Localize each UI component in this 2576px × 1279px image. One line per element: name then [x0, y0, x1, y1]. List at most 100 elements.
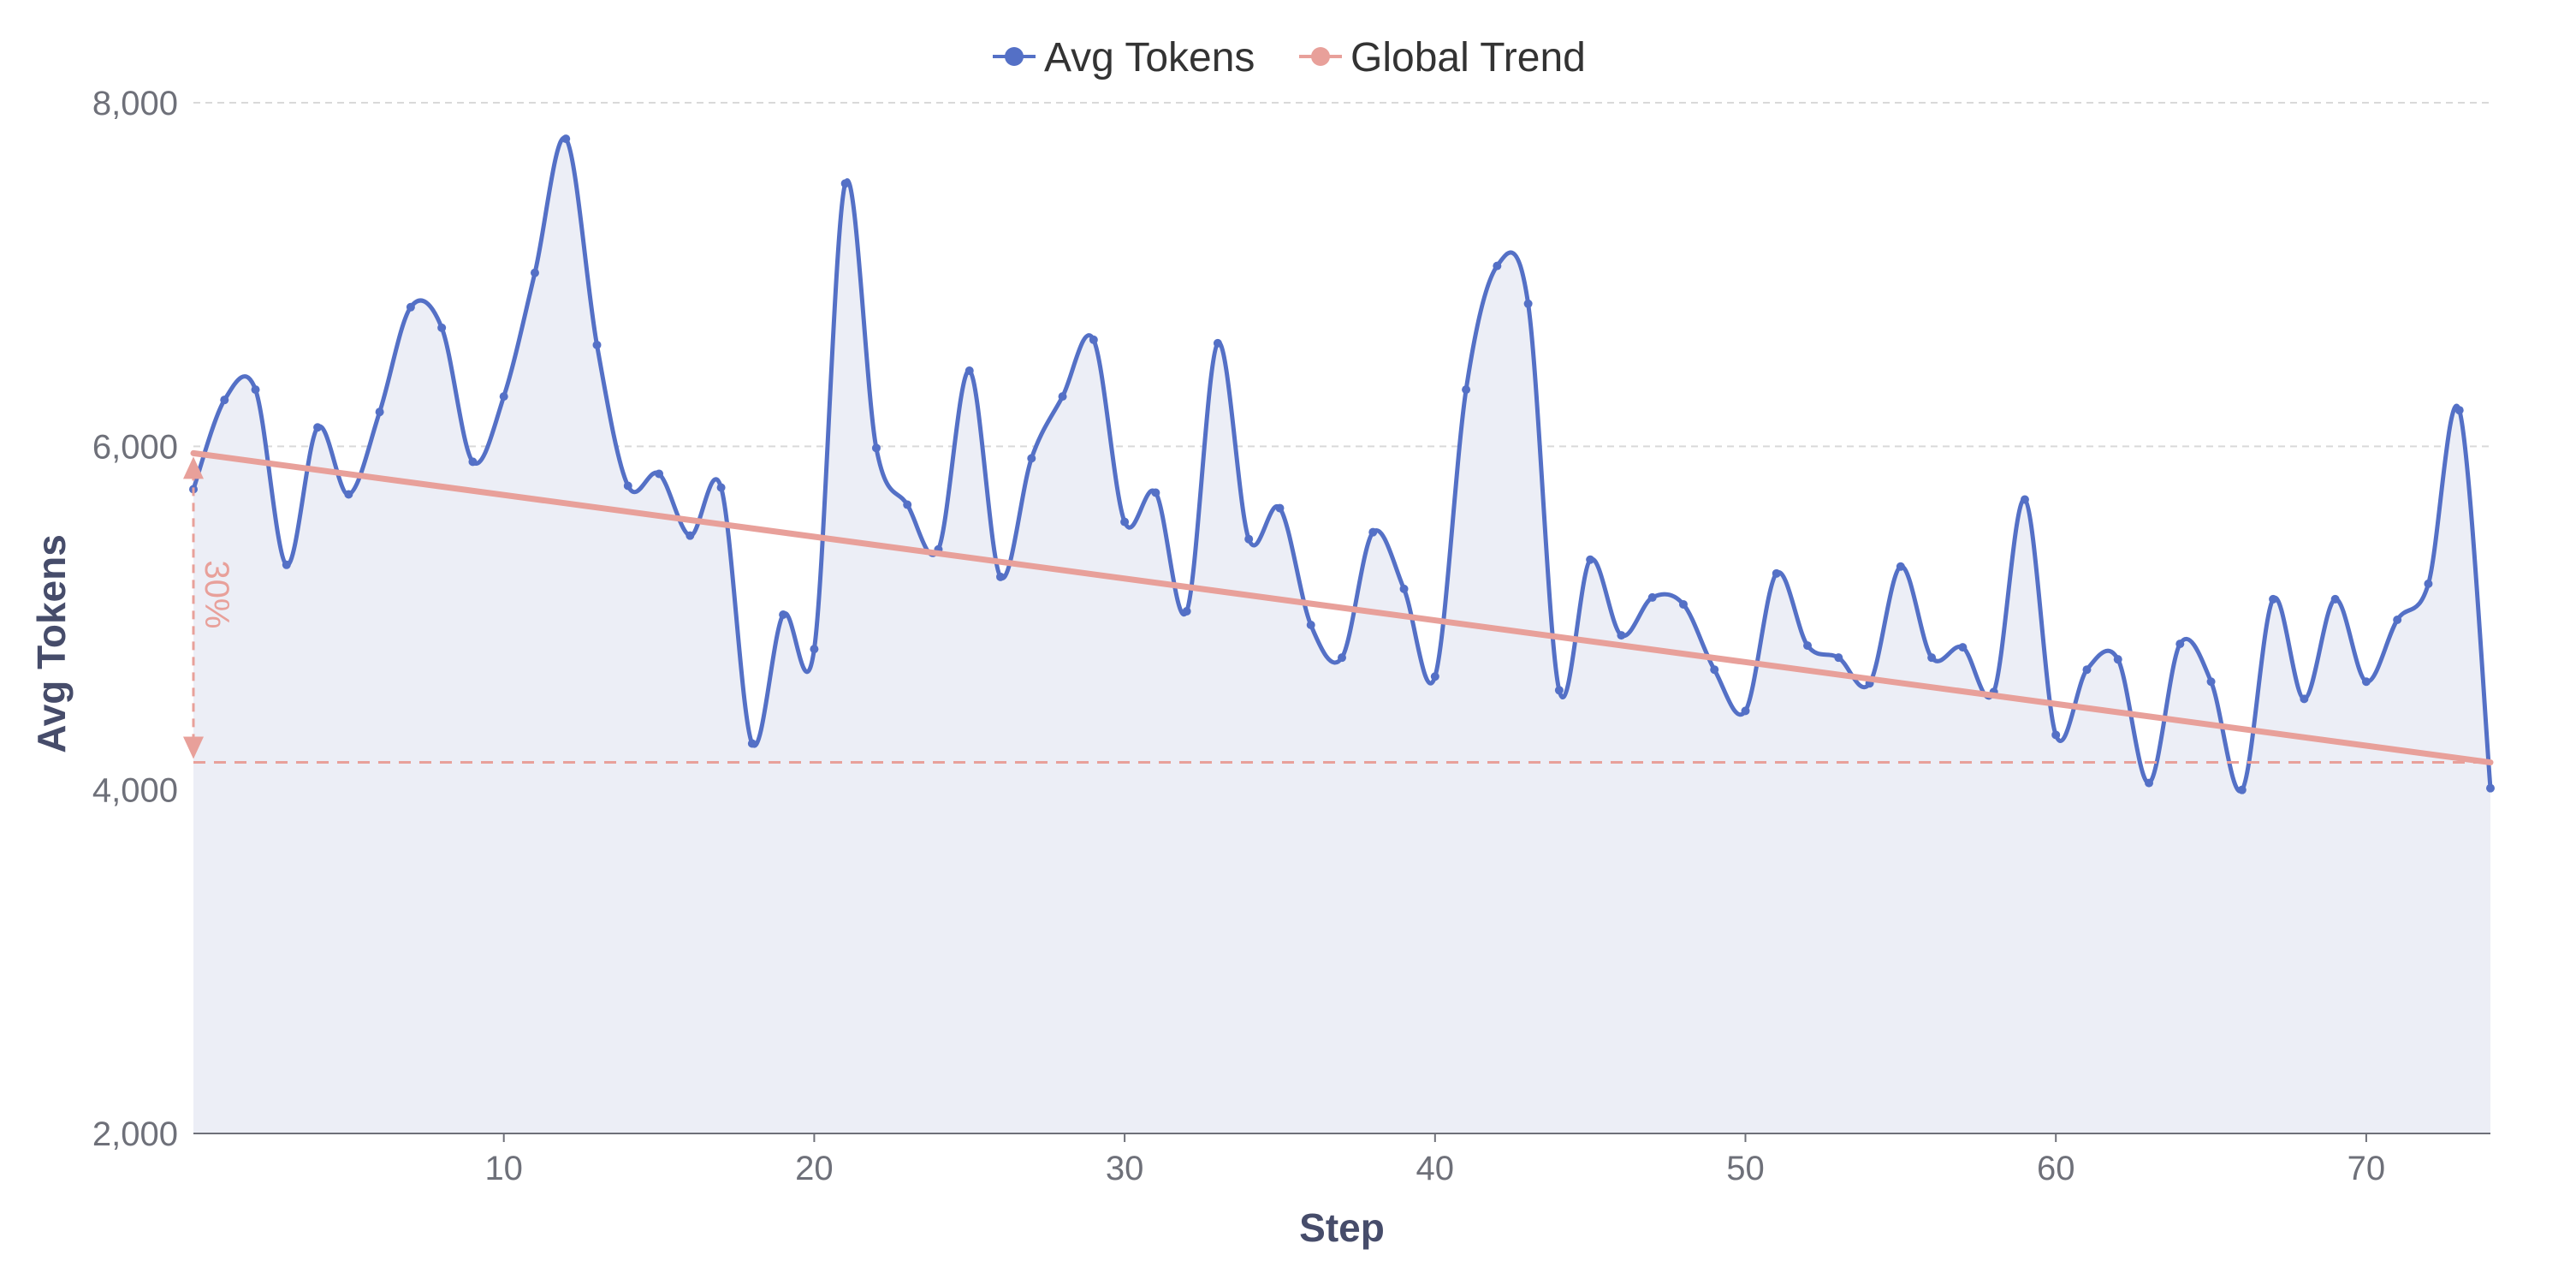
- x-tick-label: 30: [1106, 1150, 1144, 1187]
- avg-tokens-point: [1678, 599, 1688, 609]
- legend-avg-tokens-marker: [1005, 47, 1024, 66]
- legend-global-trend-marker: [1311, 47, 1330, 66]
- avg-tokens-point: [686, 531, 695, 540]
- avg-tokens-point: [2361, 677, 2371, 687]
- avg-tokens-point: [2454, 406, 2464, 415]
- avg-tokens-point: [2113, 655, 2122, 664]
- avg-tokens-point: [810, 645, 819, 654]
- avg-tokens-point: [840, 179, 850, 188]
- avg-tokens-point: [2082, 665, 2092, 675]
- x-tick-labels: 10 20 30 40 50 60 70: [484, 1150, 2385, 1187]
- avg-tokens-point: [592, 340, 602, 349]
- avg-tokens-point: [1958, 643, 1968, 652]
- avg-tokens-point: [1027, 454, 1036, 463]
- x-tick-label: 70: [2347, 1150, 2386, 1187]
- avg-tokens-point: [1896, 562, 1905, 571]
- avg-tokens-point: [2486, 783, 2495, 793]
- avg-tokens-point: [1554, 686, 1564, 695]
- legend-global-trend-label: Global Trend: [1350, 35, 1586, 80]
- x-axis-title: Step: [1299, 1205, 1385, 1250]
- avg-tokens-point: [1927, 653, 1937, 663]
- avg-tokens-point: [468, 457, 478, 467]
- avg-tokens-point: [2175, 640, 2185, 649]
- avg-tokens-point: [1182, 606, 1191, 616]
- avg-tokens-point: [1244, 534, 1254, 544]
- avg-tokens-point: [1089, 335, 1098, 344]
- avg-tokens-point: [1803, 641, 1813, 651]
- y-tick-label: 2,000: [92, 1115, 178, 1153]
- y-tick-labels: 2,000 4,000 6,000 8,000: [92, 85, 178, 1153]
- series-layer: [189, 134, 2495, 794]
- y-tick-label: 6,000: [92, 428, 178, 466]
- avg-tokens-point: [1058, 392, 1067, 402]
- avg-tokens-point: [747, 739, 757, 748]
- x-tick-label: 10: [484, 1150, 523, 1187]
- avg-tokens-point: [1399, 584, 1409, 593]
- avg-tokens-point: [2237, 785, 2247, 794]
- avg-tokens-point: [344, 490, 353, 499]
- avg-tokens-point: [437, 323, 447, 332]
- axes: [193, 1133, 2490, 1142]
- avg-tokens-point: [561, 134, 571, 144]
- avg-tokens-point: [220, 396, 229, 405]
- avg-tokens-point: [1772, 568, 1781, 578]
- y-tick-label: 4,000: [92, 772, 178, 810]
- avg-tokens-point: [1493, 261, 1502, 271]
- avg-tokens-point: [1710, 665, 1719, 675]
- avg-tokens-point: [1151, 488, 1160, 497]
- avg-tokens-point: [2393, 616, 2402, 625]
- global-trend-line: [190, 449, 2494, 766]
- avg-tokens-point: [406, 302, 415, 312]
- avg-tokens-area: [193, 137, 2490, 1134]
- avg-tokens-point: [2020, 495, 2029, 504]
- avg-tokens-point: [903, 500, 912, 509]
- annotation-arrow-down: [183, 736, 204, 759]
- avg-tokens-point: [313, 423, 323, 432]
- x-tick-label: 60: [2037, 1150, 2075, 1187]
- avg-tokens-point: [871, 443, 881, 453]
- avg-tokens-point: [1834, 653, 1843, 663]
- avg-tokens-point: [965, 366, 974, 376]
- avg-tokens-point: [2424, 579, 2433, 588]
- avg-tokens-point: [1647, 592, 1657, 602]
- y-tick-label: 8,000: [92, 85, 178, 122]
- legend-avg-tokens-label: Avg Tokens: [1044, 35, 1255, 80]
- avg-tokens-point: [1430, 672, 1439, 681]
- avg-tokens-point: [1306, 621, 1315, 630]
- avg-tokens-point: [623, 481, 632, 491]
- avg-tokens-point: [2206, 677, 2216, 687]
- annotation-arrow-up: [183, 456, 204, 479]
- x-tick-label: 40: [1416, 1150, 1455, 1187]
- avg-tokens-point: [1338, 653, 1346, 663]
- avg-tokens-point: [716, 483, 726, 492]
- x-tick-label: 50: [1726, 1150, 1765, 1187]
- avg-tokens-point: [1462, 385, 1471, 395]
- avg-tokens-point: [779, 610, 788, 619]
- avg-tokens-point: [2145, 778, 2154, 788]
- annotation-label: 30%: [198, 560, 235, 628]
- avg-tokens-point: [282, 560, 291, 569]
- avg-tokens-point: [1120, 517, 1130, 526]
- legend[interactable]: Avg Tokens Global Trend: [993, 35, 1586, 80]
- avg-tokens-point: [1741, 706, 1750, 716]
- avg-tokens-point: [2330, 594, 2340, 604]
- avg-tokens-point: [2051, 730, 2061, 740]
- avg-tokens-point: [1213, 338, 1222, 348]
- avg-tokens-point: [530, 268, 539, 277]
- avg-tokens-point: [1617, 631, 1626, 640]
- avg-tokens-point: [2269, 594, 2278, 604]
- x-tick-label: 20: [795, 1150, 834, 1187]
- avg-tokens-point: [499, 392, 508, 402]
- avg-tokens-point: [655, 469, 664, 479]
- avg-tokens-point: [2300, 694, 2309, 704]
- avg-tokens-point: [251, 385, 260, 395]
- avg-tokens-point: [1275, 503, 1285, 513]
- avg-tokens-point: [1368, 527, 1378, 537]
- trend-annotation: 30%: [183, 456, 2490, 764]
- avg-tokens-point: [1523, 299, 1533, 308]
- avg-tokens-point: [1586, 555, 1595, 564]
- avg-tokens-point: [375, 407, 384, 417]
- avg-tokens-point: [996, 572, 1006, 581]
- y-axis-title: Avg Tokens: [29, 534, 74, 753]
